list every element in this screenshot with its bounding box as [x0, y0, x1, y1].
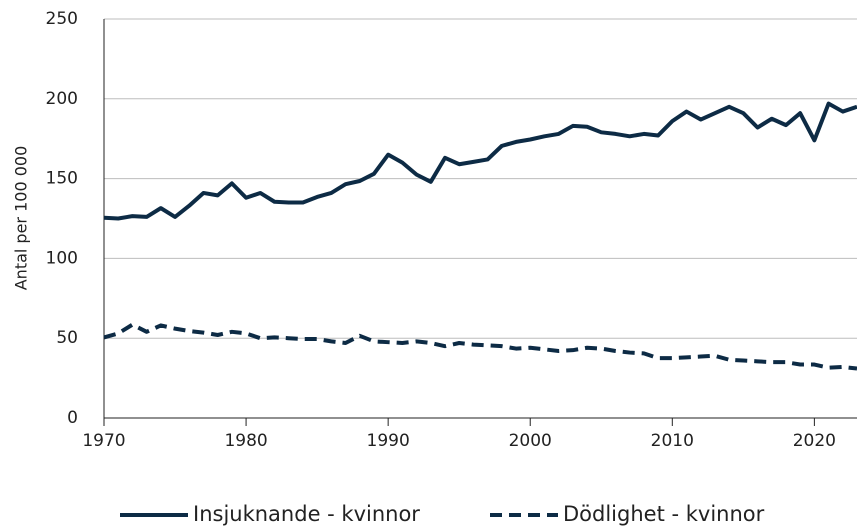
y-tick-label: 200 — [46, 89, 78, 109]
y-tick-label: 150 — [46, 169, 78, 189]
legend-label: Dödlighet - kvinnor — [563, 502, 765, 526]
x-tick-label: 2000 — [509, 431, 552, 451]
y-tick-label: 0 — [67, 408, 78, 428]
legend-label: Insjuknande - kvinnor — [193, 502, 420, 526]
x-tick-label: 1970 — [82, 431, 125, 451]
x-tick-label: 2020 — [793, 431, 836, 451]
y-tick-label: 50 — [56, 328, 78, 348]
y-tick-label: 250 — [46, 9, 78, 29]
x-tick-label: 1990 — [367, 431, 410, 451]
x-tick-label: 1980 — [224, 431, 267, 451]
y-axis-label: Antal per 100 000 — [12, 146, 31, 291]
x-tick-label: 2010 — [651, 431, 694, 451]
series-line — [103, 101, 857, 221]
y-tick-label: 100 — [46, 248, 78, 268]
series-line — [103, 322, 857, 371]
